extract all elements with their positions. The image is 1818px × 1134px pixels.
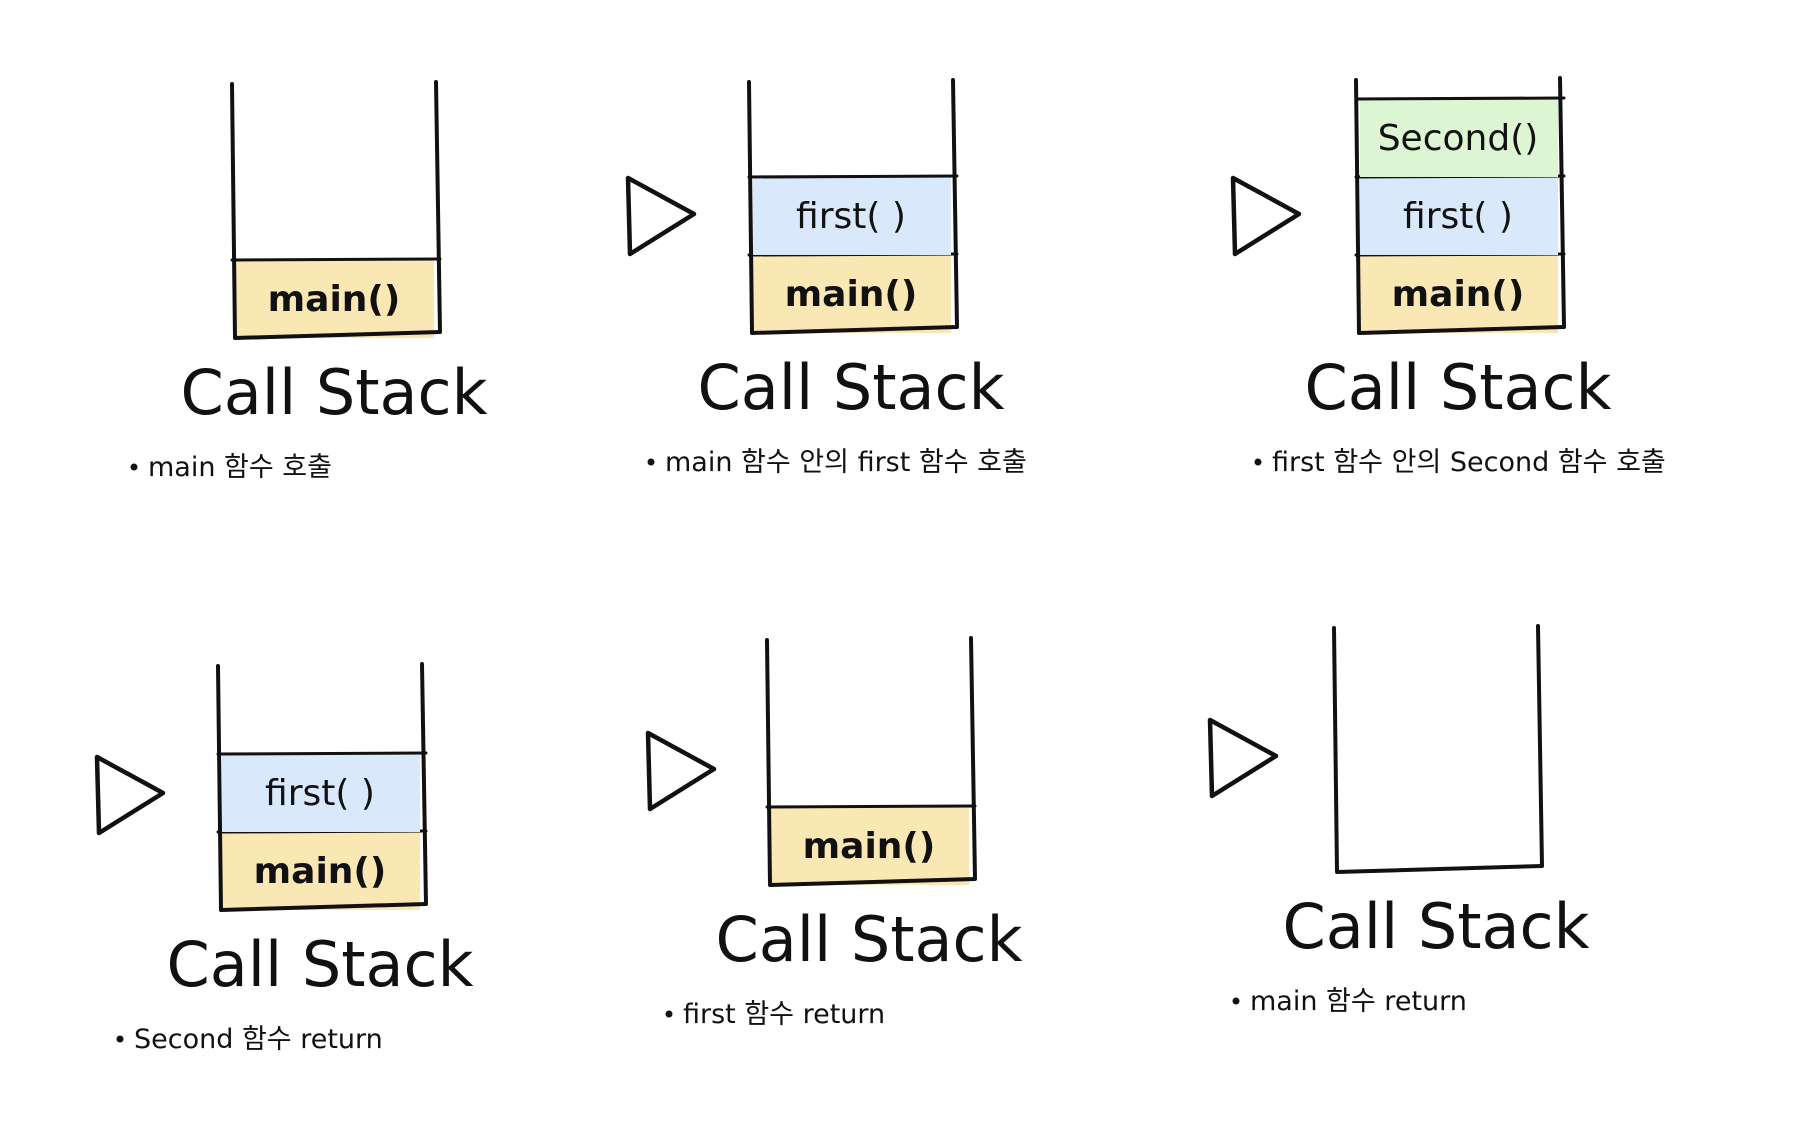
stack-container (1332, 624, 1544, 874)
stack-frame-fill (771, 807, 969, 885)
stack-frame-fill (1360, 177, 1558, 255)
stack-container (1354, 76, 1566, 335)
stack-frame-label: first( ) (1403, 196, 1513, 237)
stack-panel-3: main() first( ) Second() Call Stack first 함수… (1230, 76, 1666, 478)
stack-frame-label: main() (254, 851, 387, 892)
stack-title: Call Stack (715, 903, 1022, 976)
next-step-arrow-icon (1207, 717, 1279, 799)
stack-panel-4: main() first( ) Call Stack Second 함수 return (94, 662, 474, 1055)
stack-container (230, 80, 442, 340)
stack-frame-label: main() (803, 826, 936, 867)
stack-frame-fill (1360, 255, 1558, 333)
next-step-arrow-icon (1230, 175, 1302, 257)
stack-caption: first 함수 안의 Second 함수 호출 (1272, 447, 1666, 478)
stack-panel-2: main() first( ) Call Stack main 함수 안의 first… (625, 78, 1027, 478)
stack-frame-divider (747, 174, 959, 179)
stack-frame-fill (753, 255, 951, 333)
stack-frame-label: main() (1392, 274, 1525, 315)
stack-title: Call Stack (166, 928, 473, 1001)
stack-panel-5: main() Call Stack first 함수 return (645, 636, 1023, 1030)
stack-frame-label: main() (268, 279, 401, 320)
stack-frame-fill (753, 177, 951, 255)
bullet-icon (665, 1010, 673, 1018)
stack-frame-fill (236, 260, 434, 338)
stack-frame: main() (1354, 252, 1566, 333)
stack-frame-label: Second() (1378, 118, 1539, 159)
stack-frame: main() (230, 257, 442, 338)
stack-frame: first( ) (1354, 174, 1566, 255)
stack-frame-fill (222, 754, 420, 832)
stack-container (765, 636, 977, 887)
stack-frame-divider (765, 804, 977, 809)
stack-frame-fill (1360, 99, 1558, 177)
stack-container (747, 78, 959, 335)
stack-caption: main 함수 호출 (148, 452, 332, 483)
stack-frame: first( ) (747, 174, 959, 255)
stack-frame-label: first( ) (265, 773, 375, 814)
stack-title: Call Stack (1304, 351, 1611, 424)
next-step-arrow-icon (645, 730, 717, 812)
bullet-icon (647, 458, 655, 466)
stack-frame-label: first( ) (796, 196, 906, 237)
stack-caption: main 함수 안의 first 함수 호출 (665, 447, 1027, 478)
stack-caption: main 함수 return (1250, 986, 1467, 1017)
stack-frame-divider (1354, 96, 1566, 101)
stack-panel-1: main() Call Stack main 함수 호출 (130, 80, 488, 483)
bullet-icon (130, 463, 138, 471)
stack-caption: Second 함수 return (134, 1024, 383, 1055)
next-step-arrow-icon (625, 175, 697, 257)
stack-frame: Second() (1354, 96, 1566, 177)
bullet-icon (116, 1035, 124, 1043)
stack-title: Call Stack (180, 356, 487, 429)
stack-title: Call Stack (697, 351, 1004, 424)
stack-frame-divider (216, 751, 428, 756)
next-step-arrow-icon (94, 754, 166, 836)
stack-title: Call Stack (1282, 890, 1589, 963)
stack-container (216, 662, 428, 912)
stack-frame: first( ) (216, 751, 428, 832)
bullet-icon (1232, 997, 1240, 1005)
stack-caption: first 함수 return (683, 999, 885, 1030)
stack-panel-6: Call Stack main 함수 return (1207, 624, 1590, 1017)
stack-frame: main() (765, 804, 977, 885)
stack-frame: main() (747, 252, 959, 333)
stack-frame-divider (230, 257, 442, 262)
bullet-icon (1254, 458, 1262, 466)
stack-frame-fill (222, 832, 420, 910)
stack-frame-label: main() (785, 274, 918, 315)
stack-frame: main() (216, 829, 428, 910)
